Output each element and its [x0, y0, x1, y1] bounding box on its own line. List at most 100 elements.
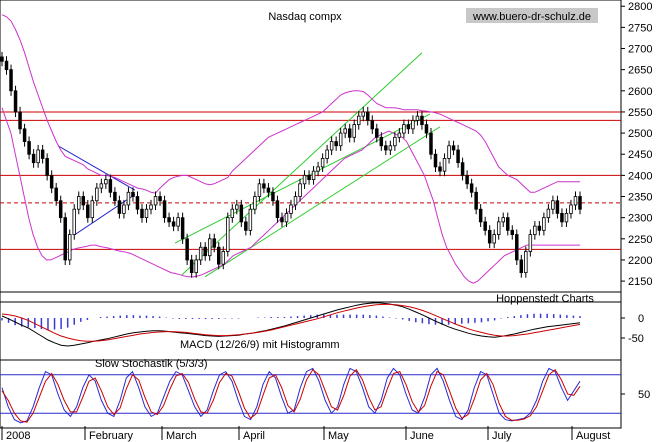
candle-body [551, 200, 555, 210]
candle-body [135, 196, 140, 210]
macd-label: MACD (12/26/9) mit Histogramm [180, 339, 340, 351]
candle-body [99, 183, 104, 189]
candle-body [496, 221, 501, 235]
candle-body [560, 213, 564, 223]
macd-line [1, 302, 581, 347]
candle-body [325, 149, 329, 159]
candle-body [438, 166, 442, 172]
stochastic-panel: 50 Slow Stochastik (5/3/3) [0, 358, 650, 429]
candle-body [429, 132, 433, 155]
candle-body [379, 136, 384, 147]
candle-body [176, 217, 180, 227]
candle-body [104, 179, 108, 185]
candle-body [361, 111, 365, 117]
candle-body [77, 196, 81, 210]
candle-body [149, 204, 153, 210]
candle-body [424, 124, 429, 134]
watermark-text: www.buero-dr-schulz.de [472, 11, 591, 23]
candle-body [90, 200, 95, 219]
candle-body [442, 158, 447, 172]
candle-body [320, 158, 325, 168]
candle-body [524, 251, 528, 274]
x-tick-label: July [492, 430, 512, 442]
price-y-tick-label: 2800 [628, 1, 652, 13]
candle-body [528, 234, 533, 252]
price-y-tick-label: 2400 [628, 170, 652, 182]
trend-channel [57, 52, 441, 278]
candle-body [447, 145, 451, 159]
candle-body [171, 221, 176, 227]
trend-channel-line [204, 126, 441, 278]
wedge-line [57, 145, 136, 191]
candle-body [433, 153, 438, 168]
candle-body [253, 196, 257, 210]
candle-body [406, 124, 411, 130]
candle-body [126, 191, 131, 206]
candle-body [13, 90, 18, 113]
stochastic-lines [1, 367, 581, 424]
candle-body [207, 238, 212, 257]
candle-body [384, 145, 388, 151]
candle-body [411, 120, 415, 130]
price-y-tick-label: 2650 [628, 65, 652, 77]
price-y-tick-label: 2200 [628, 255, 652, 267]
price-y-tick-label: 2500 [628, 128, 652, 140]
x-tick-label: February [89, 430, 134, 442]
x-tick-label: June [410, 430, 434, 442]
candle-body [266, 187, 271, 193]
candle-body [573, 196, 578, 206]
candle-body [537, 225, 542, 231]
candle-body [347, 128, 352, 138]
x-tick-label: 2008 [6, 430, 30, 442]
price-y-axis: 2800 2750 2700 2650 2600 2550 2500 2450 2400 2350… [621, 1, 652, 288]
candle-body [415, 115, 420, 121]
price-y-tick-label: 2350 [628, 192, 652, 204]
candle-body [244, 221, 248, 231]
candle-body [275, 200, 280, 219]
candle-body [293, 196, 298, 206]
trend-channel-line [174, 113, 431, 244]
candle-body [63, 217, 67, 261]
candle-body [18, 111, 22, 130]
x-axis: 2008 February March April May June July August [1, 426, 610, 442]
candle-body [212, 238, 216, 248]
x-tick-label: March [166, 430, 197, 442]
candle-body [578, 196, 582, 210]
candle-body [185, 238, 189, 261]
candle-body [113, 191, 117, 202]
candle-body [140, 208, 144, 219]
price-y-tick-label: 2700 [628, 44, 652, 56]
candle-body [393, 136, 397, 147]
candle-body [153, 196, 158, 206]
macd-y-tick-label: 0 [638, 313, 644, 325]
price-panel-frame [0, 0, 622, 303]
candle-body [564, 213, 569, 223]
candle-body [248, 208, 253, 231]
candle-body [375, 128, 379, 138]
price-y-tick-label: 2600 [628, 86, 652, 98]
candle-body [298, 183, 302, 197]
candle-body [86, 204, 90, 219]
stochastic-label: Slow Stochastik (5/3/3) [95, 358, 208, 370]
candle-body [162, 200, 167, 219]
wedge-line [74, 193, 136, 235]
stochastic-y-axis: 50 [621, 389, 650, 401]
price-y-tick-label: 2450 [628, 149, 652, 161]
candle-body [117, 200, 122, 214]
candle-body [370, 120, 375, 130]
candle-body [49, 174, 54, 189]
candle-body [45, 158, 49, 176]
price-y-tick-label: 2750 [628, 22, 652, 34]
candle-body [262, 183, 266, 189]
candle-body [180, 217, 185, 240]
candle-body [492, 234, 496, 244]
candle-body [0, 56, 4, 62]
candle-body [474, 191, 478, 210]
candle-body [307, 174, 311, 181]
candle-body [36, 149, 40, 164]
bollinger-upper-band [1, 14, 580, 194]
price-y-tick-label: 2300 [628, 213, 652, 225]
candle-body [420, 115, 424, 126]
candle-body [203, 246, 207, 257]
candle-body [31, 153, 36, 164]
